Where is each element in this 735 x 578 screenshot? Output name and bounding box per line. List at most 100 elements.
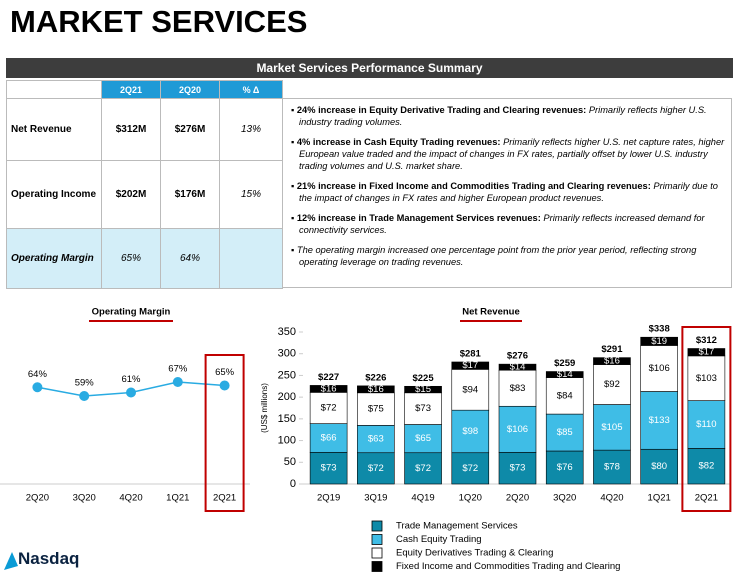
bullet-text: Primarily due to the impact of changes i… — [299, 181, 718, 203]
total-label: $338 — [649, 324, 670, 335]
x-tick-label: 1Q20 — [459, 493, 482, 504]
point — [172, 377, 183, 387]
bullet-text: Primarily reflects higher U.S. industry … — [299, 105, 707, 127]
summary-table: 2Q21 2Q20 % Δ Net Revenue $312M $276M 13… — [6, 80, 283, 289]
legend-swatch — [371, 561, 383, 572]
x-tick-label: 2Q21 — [213, 493, 236, 504]
x-tick-label: 1Q21 — [166, 493, 189, 504]
x-tick-label: 2Q20 — [26, 493, 49, 504]
segment-label: $105 — [601, 422, 622, 433]
total-label: $281 — [460, 348, 482, 359]
value-label: 67% — [168, 364, 188, 375]
bullet: 21% increase in Fixed Income and Commodi… — [289, 180, 725, 204]
legend-swatch — [371, 547, 383, 559]
bar-segment — [593, 357, 631, 365]
segment-label: $84 — [557, 390, 573, 401]
segment-label: $94 — [462, 384, 478, 395]
bar-segment — [451, 452, 490, 485]
bullet-list: 24% increase in Equity Derivative Tradin… — [282, 98, 732, 288]
segment-label: $76 — [557, 462, 573, 473]
segment-label: $14 — [510, 362, 526, 373]
bar-segment — [498, 451, 537, 485]
chart-title: Net Revenue — [462, 307, 520, 318]
y-tick-label: 300 — [278, 348, 296, 360]
bar-segment — [593, 404, 631, 451]
segment-label: $72 — [321, 403, 337, 414]
total-label: $312 — [696, 335, 717, 346]
y-axis-label: (US$ millions) — [260, 383, 269, 433]
point — [32, 382, 43, 393]
bar-segment — [593, 449, 631, 485]
x-tick-label: 4Q19 — [411, 493, 434, 504]
segment-label: $106 — [649, 363, 670, 374]
segment-label: $63 — [368, 434, 384, 445]
bar-segment — [404, 385, 442, 394]
bullet-lead: 24% increase in Equity Derivative Tradin… — [291, 105, 586, 115]
x-tick-label: 2Q21 — [695, 493, 718, 504]
segment-label: $14 — [557, 369, 573, 380]
segment-label: $65 — [415, 433, 431, 444]
bar-segment — [498, 363, 537, 371]
segment-label: $98 — [462, 426, 478, 437]
legend-swatch — [371, 520, 383, 532]
total-label: $276 — [507, 351, 528, 362]
segment-label: $16 — [368, 384, 384, 395]
segment-label: $17 — [698, 347, 714, 358]
segment-label: $80 — [651, 461, 667, 472]
bar-segment — [545, 450, 584, 485]
y-tick-label: 150 — [278, 413, 296, 425]
chart-title: Operating Margin — [92, 307, 171, 318]
bar-segment — [451, 409, 490, 454]
x-tick-label: 2Q20 — [506, 493, 529, 504]
cell: $202M — [101, 160, 161, 229]
segment-label: $19 — [651, 336, 667, 347]
bar-segment — [640, 391, 678, 450]
segment-label: $78 — [604, 462, 620, 473]
total-label: $291 — [601, 344, 623, 355]
row-label: Operating Margin — [6, 228, 102, 289]
legend-label: Fixed Income and Commodities Trading and… — [396, 561, 620, 572]
y-tick-label: 350 — [278, 326, 296, 338]
value-label: 65% — [215, 367, 235, 378]
bullet: 4% increase in Cash Equity Trading reven… — [289, 136, 725, 172]
segment-label: $17 — [462, 360, 478, 371]
segment-label: $73 — [321, 463, 337, 474]
x-tick-label: 3Q20 — [73, 493, 96, 504]
bar-segment — [687, 448, 726, 485]
legend-label: Trade Management Services — [396, 521, 518, 532]
y-tick-label: 200 — [278, 391, 296, 403]
segment-label: $103 — [696, 373, 717, 384]
highlight-box — [681, 326, 732, 512]
bullet-lead: 4% increase in Cash Equity Trading reven… — [291, 137, 500, 147]
bar-segment — [357, 425, 395, 454]
cell: $176M — [160, 160, 220, 229]
x-tick-label: 3Q20 — [553, 493, 576, 504]
bar-segment — [357, 392, 395, 426]
bar-segment — [498, 369, 537, 407]
x-tick-label: 2Q19 — [317, 493, 340, 504]
highlight-box — [204, 354, 245, 512]
segment-label: $92 — [604, 379, 620, 390]
segment-label: $73 — [415, 403, 431, 414]
segment-label: $66 — [321, 432, 337, 443]
value-label: 61% — [121, 374, 141, 385]
bar-segment — [309, 392, 348, 424]
segment-label: $73 — [510, 463, 526, 474]
bar-segment — [357, 385, 395, 394]
y-tick-label: 250 — [278, 369, 296, 381]
legend-label: Cash Equity Trading — [396, 534, 482, 545]
segment-label: $85 — [557, 427, 573, 438]
point — [219, 380, 230, 391]
bar-segment — [309, 385, 348, 393]
bar-segment — [451, 369, 490, 411]
logo: Nasdaq — [18, 549, 80, 568]
page-title: MARKET SERVICES — [10, 4, 308, 39]
bar-segment — [404, 424, 442, 454]
x-tick-label: 1Q21 — [648, 493, 671, 504]
bullet: The operating margin increased one perce… — [289, 244, 725, 268]
bar-segment — [451, 361, 490, 370]
segment-label: $83 — [510, 383, 526, 394]
bullet: 24% increase in Equity Derivative Tradin… — [289, 104, 725, 128]
